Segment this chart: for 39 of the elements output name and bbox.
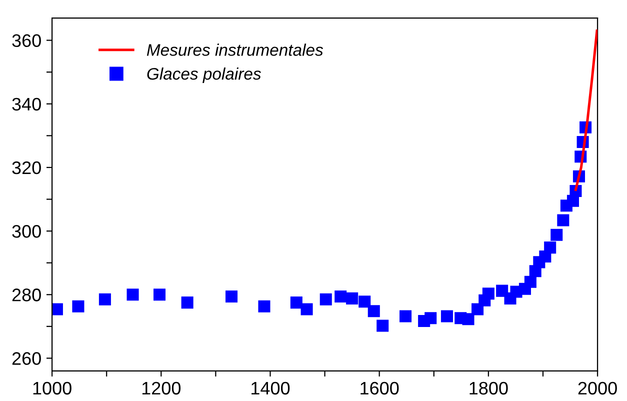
point	[462, 313, 474, 326]
point	[98, 293, 111, 306]
y-tick-label: 360	[12, 34, 41, 48]
y-tick-label: 300	[12, 224, 41, 238]
x-tick-label: 1800	[470, 382, 508, 395]
point	[424, 312, 437, 324]
legend-label: Glaces polaires	[147, 68, 261, 84]
point	[181, 296, 194, 309]
point	[52, 303, 63, 316]
point	[72, 300, 84, 312]
point	[334, 290, 347, 303]
point	[225, 290, 238, 303]
y-tick-label: 260	[12, 352, 41, 365]
point	[557, 214, 570, 226]
point	[400, 310, 412, 322]
point	[300, 303, 313, 316]
x-tick-label: 1000	[33, 382, 72, 395]
point	[550, 228, 563, 241]
point	[524, 276, 536, 288]
x-tick-label: 2000	[578, 382, 617, 395]
point	[346, 292, 358, 304]
point	[320, 293, 332, 306]
x-tick-label: 1200	[142, 382, 181, 395]
point	[368, 305, 380, 318]
x-tick-label: 1600	[360, 382, 399, 395]
y-tick-label: 280	[12, 288, 41, 302]
point	[376, 320, 389, 332]
point	[358, 296, 371, 308]
point	[258, 300, 270, 312]
x-tick-label: 1400	[252, 382, 290, 395]
point	[440, 310, 453, 322]
point	[544, 242, 556, 254]
point	[482, 288, 494, 300]
point	[153, 288, 166, 301]
y-tick-label: 320	[12, 161, 41, 174]
legend-label: Mesures instrumentales	[146, 44, 324, 56]
point	[126, 288, 139, 301]
y-tick-label: 340	[12, 98, 41, 111]
point	[290, 296, 302, 309]
